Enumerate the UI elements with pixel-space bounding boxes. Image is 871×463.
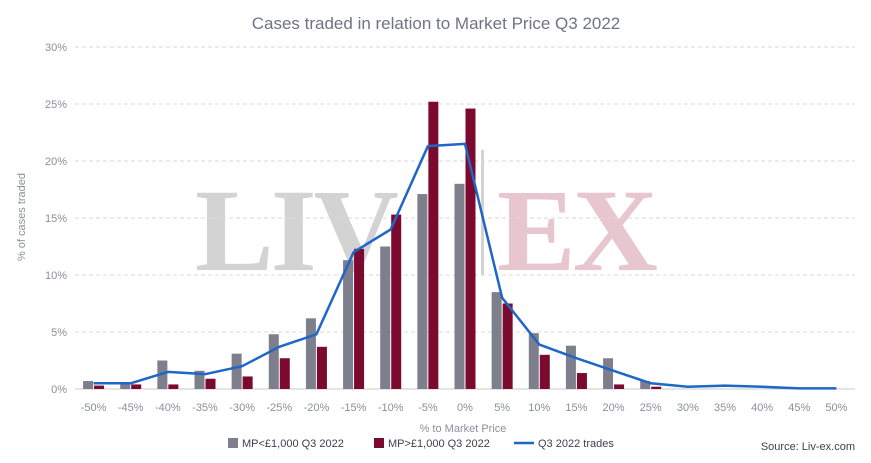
source-note: Source: Liv-ex.com bbox=[761, 441, 855, 453]
x-tick-label: 20% bbox=[603, 402, 625, 414]
legend-label: MP<£1,000 Q3 2022 bbox=[242, 438, 344, 450]
x-tick-label: 0% bbox=[457, 402, 473, 414]
bar bbox=[491, 292, 502, 389]
bar bbox=[279, 358, 290, 389]
bar bbox=[640, 381, 651, 389]
y-tick-label: 25% bbox=[45, 99, 67, 111]
y-tick-label: 10% bbox=[45, 270, 67, 282]
x-tick-label: 35% bbox=[714, 402, 736, 414]
bar bbox=[528, 333, 539, 389]
x-tick-label: 40% bbox=[751, 402, 773, 414]
x-tick-label: -40% bbox=[155, 402, 181, 414]
bar bbox=[316, 346, 327, 389]
x-tick-label: 5% bbox=[494, 402, 510, 414]
bar bbox=[576, 373, 587, 389]
x-tick-label: 25% bbox=[640, 402, 662, 414]
bar bbox=[83, 381, 94, 389]
x-tick-label: 45% bbox=[788, 402, 810, 414]
x-tick-label: 15% bbox=[565, 402, 587, 414]
y-tick-label: 15% bbox=[45, 213, 67, 225]
y-tick-label: 5% bbox=[51, 327, 67, 339]
bar bbox=[565, 345, 576, 389]
bar bbox=[380, 246, 391, 389]
bar bbox=[539, 354, 550, 389]
x-tick-label: -10% bbox=[378, 402, 404, 414]
legend: MP<£1,000 Q3 2022 MP>£1,000 Q3 2022 Q3 202… bbox=[228, 438, 614, 450]
watermark-ex: EX bbox=[497, 165, 657, 296]
bar bbox=[502, 303, 513, 389]
x-tick-label: -50% bbox=[81, 402, 107, 414]
x-tick-label: -45% bbox=[118, 402, 144, 414]
bar bbox=[354, 248, 365, 389]
y-tick-label: 20% bbox=[45, 156, 67, 168]
bar bbox=[242, 376, 253, 389]
x-tick-label: -15% bbox=[341, 402, 367, 414]
x-tick-label: -20% bbox=[304, 402, 330, 414]
legend-swatch bbox=[228, 438, 238, 448]
y-axis-title: % of cases traded bbox=[16, 173, 28, 261]
line-series-path bbox=[93, 142, 837, 390]
bar bbox=[168, 384, 179, 389]
bar bbox=[651, 386, 662, 389]
bar bbox=[428, 101, 439, 389]
chart-title: Cases traded in relation to Market Price… bbox=[252, 14, 621, 33]
legend-swatch bbox=[374, 438, 384, 448]
x-tick-label: 50% bbox=[825, 402, 847, 414]
bar bbox=[454, 183, 465, 389]
bar bbox=[231, 353, 242, 389]
bar bbox=[120, 383, 131, 389]
legend-label: MP>£1,000 Q3 2022 bbox=[388, 438, 490, 450]
x-tick-label: -25% bbox=[266, 402, 292, 414]
bar bbox=[465, 108, 476, 389]
y-tick-label: 0% bbox=[51, 384, 67, 396]
watermark-liv: LIV bbox=[195, 165, 398, 296]
bar bbox=[94, 385, 105, 389]
x-tick-label: -35% bbox=[192, 402, 218, 414]
watermark: LIV EX bbox=[195, 150, 660, 296]
bar bbox=[205, 378, 216, 389]
line-series bbox=[93, 142, 837, 390]
bar bbox=[614, 384, 625, 389]
bar bbox=[343, 260, 354, 389]
x-tick-label: 10% bbox=[528, 402, 550, 414]
x-tick-label: -5% bbox=[418, 402, 438, 414]
x-tick-label: 30% bbox=[677, 402, 699, 414]
bar bbox=[603, 358, 614, 389]
legend-label: Q3 2022 trades bbox=[538, 438, 614, 450]
x-axis-ticks: -50% -45% -40% -35% -30% -25% -20% -15% -10% -5% 0… bbox=[81, 402, 848, 414]
x-axis-title: % to Market Price bbox=[420, 423, 507, 435]
bar bbox=[391, 214, 402, 389]
x-tick-label: -30% bbox=[229, 402, 255, 414]
bar bbox=[305, 318, 316, 389]
y-axis-ticks: 0% 5% 10% 15% 20% 25% 30% bbox=[45, 42, 67, 396]
bar bbox=[268, 334, 279, 389]
bar bbox=[417, 194, 428, 389]
gridlines bbox=[75, 46, 855, 390]
y-tick-label: 30% bbox=[45, 42, 67, 54]
bar bbox=[131, 384, 142, 389]
bar bbox=[194, 370, 205, 389]
